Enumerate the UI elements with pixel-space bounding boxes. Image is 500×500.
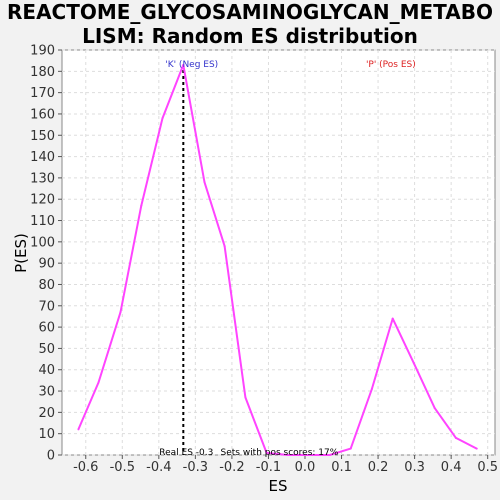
- x-tick-label: -0.2: [219, 460, 244, 475]
- data-point: [370, 387, 373, 390]
- data-point: [223, 245, 226, 248]
- data-point: [307, 454, 310, 456]
- plot-area: [61, 49, 496, 456]
- y-tick-label: 170: [30, 86, 55, 101]
- y-tick-label: 80: [38, 278, 55, 293]
- data-point: [349, 447, 352, 450]
- x-tick-label: 0.4: [441, 460, 462, 475]
- data-point: [412, 362, 415, 365]
- x-axis-ticks: -0.6 -0.5 -0.4 -0.3 -0.2 -0.1 0.0 0.1 0.2 0.3 0.4 0…: [73, 455, 498, 475]
- y-tick-label: 70: [38, 299, 55, 314]
- chart-title-line-1: REACTOME_GLYCOSAMINOGLYCAN_METABO: [7, 0, 493, 24]
- y-axis-ticks: 0 10 20 30 40 50 60 70 80 90 100 110 120 130 140 150 160…: [30, 44, 62, 464]
- x-tick-label: 0.5: [477, 460, 498, 475]
- data-point: [182, 63, 185, 66]
- y-tick-label: 10: [38, 427, 55, 442]
- data-point: [454, 436, 457, 439]
- annotations-group: 'K' (Neg ES) 'P' (Pos ES) Sets with pos sc…: [159, 60, 416, 458]
- annotation-label: 'P' (Pos ES): [366, 60, 416, 70]
- real-es-label: Real ES -0.3: [159, 448, 213, 458]
- data-point: [475, 447, 478, 450]
- y-tick-label: 160: [30, 107, 55, 122]
- x-tick-label: -0.6: [73, 460, 98, 475]
- annotation-label: 'K' (Neg ES): [165, 60, 218, 70]
- series-line: [77, 63, 478, 456]
- data-point: [244, 396, 247, 399]
- x-tick-label: 0.1: [331, 460, 352, 475]
- y-tick-label: 130: [30, 171, 55, 186]
- y-tick-label: 100: [30, 235, 55, 250]
- data-point: [161, 117, 164, 120]
- data-point: [433, 407, 436, 410]
- data-point: [391, 317, 394, 320]
- data-point: [140, 204, 143, 207]
- x-tick-label: -0.5: [110, 460, 135, 475]
- y-tick-label: 180: [30, 65, 55, 80]
- chart-title-line-2: LISM: Random ES distribution: [82, 24, 418, 48]
- y-tick-label: 40: [38, 363, 55, 378]
- grid-lines: [62, 49, 495, 456]
- y-tick-label: 30: [38, 385, 55, 400]
- data-point: [286, 454, 289, 456]
- x-tick-label: -0.4: [146, 460, 171, 475]
- y-tick-label: 50: [38, 342, 55, 357]
- y-axis-label: P(ES): [12, 233, 30, 273]
- x-tick-label: -0.3: [183, 460, 208, 475]
- x-tick-label: 0.0: [295, 460, 316, 475]
- y-tick-label: 90: [38, 257, 55, 272]
- data-point: [328, 454, 331, 456]
- y-tick-label: 140: [30, 150, 55, 165]
- data-point: [265, 451, 268, 454]
- x-tick-label: 0.3: [404, 460, 425, 475]
- y-tick-label: 120: [30, 193, 55, 208]
- y-tick-label: 150: [30, 129, 55, 144]
- x-tick-label: -0.1: [256, 460, 281, 475]
- x-axis-label: ES: [269, 477, 288, 495]
- annotation-label: Sets with pos scores: 17%: [220, 448, 338, 458]
- x-tick-label: 0.2: [368, 460, 389, 475]
- data-point: [77, 428, 80, 431]
- chart-title: REACTOME_GLYCOSAMINOGLYCAN_METABO LISM: …: [0, 0, 500, 48]
- y-tick-label: 190: [30, 44, 55, 59]
- y-tick-label: 0: [47, 449, 55, 464]
- y-tick-label: 20: [38, 406, 55, 421]
- y-tick-label: 110: [30, 214, 55, 229]
- data-point: [203, 181, 206, 184]
- data-point: [119, 311, 122, 314]
- y-tick-label: 60: [38, 321, 55, 336]
- series-group: [77, 63, 478, 456]
- data-point: [97, 381, 100, 384]
